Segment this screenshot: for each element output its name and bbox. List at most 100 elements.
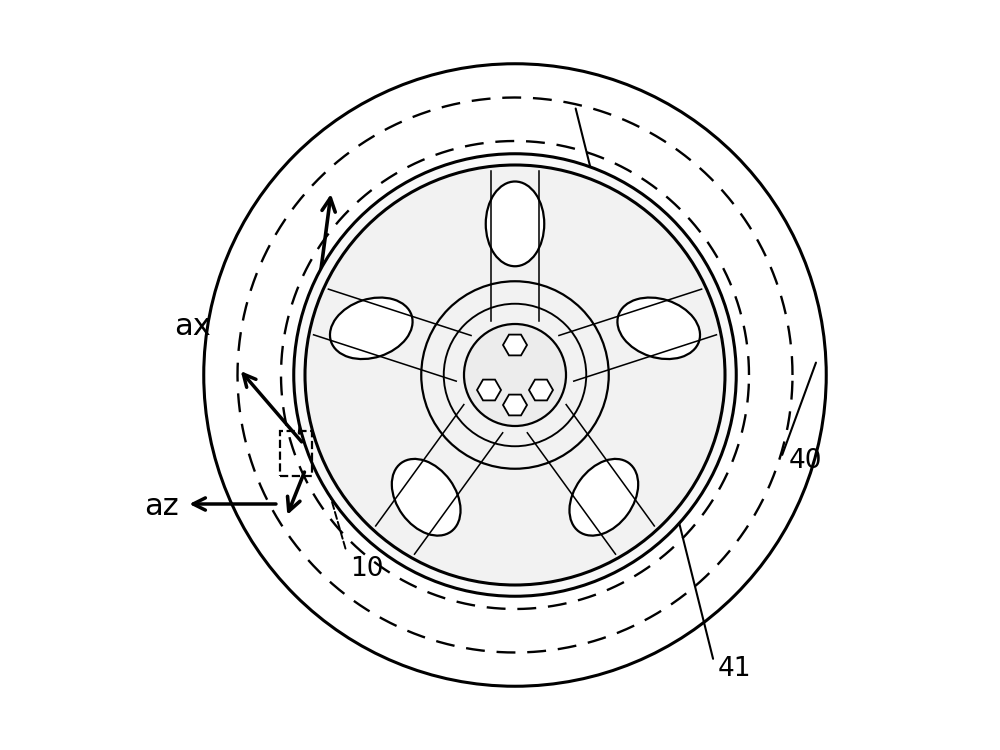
Point — [440, 583, 456, 595]
Point — [255, 204, 271, 216]
Point — [772, 402, 788, 414]
Point — [218, 422, 234, 434]
Point — [666, 182, 682, 194]
Point — [261, 474, 277, 486]
Point — [782, 348, 798, 360]
Point — [705, 558, 721, 570]
Point — [801, 451, 817, 463]
Point — [737, 188, 753, 200]
Point — [722, 200, 738, 212]
Point — [740, 359, 756, 371]
Point — [251, 348, 267, 360]
Point — [577, 581, 593, 593]
Point — [478, 666, 494, 678]
Point — [604, 133, 620, 145]
Point — [493, 632, 509, 644]
Point — [733, 547, 749, 559]
Point — [342, 118, 358, 130]
Point — [352, 635, 368, 647]
Point — [655, 585, 671, 597]
Point — [408, 623, 424, 635]
Point — [282, 392, 298, 404]
Point — [707, 514, 723, 526]
Point — [241, 249, 257, 261]
Point — [639, 102, 655, 114]
Point — [502, 100, 518, 112]
Point — [721, 452, 737, 464]
Point — [286, 280, 302, 292]
Point — [263, 405, 279, 417]
Point — [289, 181, 305, 193]
Point — [767, 362, 783, 374]
Point — [426, 118, 442, 130]
Point — [666, 160, 682, 172]
Point — [338, 531, 354, 543]
Point — [755, 380, 771, 392]
Point — [628, 116, 644, 128]
Point — [604, 148, 620, 160]
Point — [753, 510, 769, 522]
Point — [613, 105, 629, 117]
Point — [729, 417, 745, 429]
Point — [573, 94, 589, 106]
Point — [278, 268, 294, 280]
Point — [288, 251, 304, 262]
Point — [593, 597, 609, 609]
Point — [468, 109, 484, 121]
Point — [479, 85, 495, 97]
Point — [493, 658, 509, 670]
Point — [777, 334, 793, 346]
Point — [333, 211, 349, 223]
Point — [369, 148, 385, 160]
Point — [334, 584, 350, 596]
Point — [764, 274, 780, 286]
Point — [690, 509, 706, 521]
Point — [303, 519, 319, 531]
Point — [619, 606, 635, 618]
Point — [741, 223, 757, 235]
Point — [532, 664, 548, 676]
Point — [447, 670, 463, 682]
Point — [267, 206, 283, 218]
Point — [711, 594, 727, 606]
Point — [219, 375, 235, 387]
Point — [707, 487, 723, 499]
Point — [573, 128, 589, 140]
Point — [803, 446, 819, 458]
Point — [579, 623, 595, 635]
Point — [687, 201, 703, 213]
Point — [687, 538, 703, 550]
Point — [300, 514, 316, 526]
Point — [431, 640, 447, 652]
Point — [283, 491, 299, 503]
Point — [337, 162, 353, 174]
Point — [279, 441, 295, 453]
Point — [288, 176, 304, 188]
Point — [429, 141, 445, 153]
Point — [621, 168, 637, 180]
Point — [760, 406, 776, 418]
Point — [663, 166, 679, 178]
Point — [319, 596, 335, 608]
Point — [312, 130, 328, 142]
Point — [729, 528, 745, 540]
Point — [408, 121, 424, 133]
Point — [770, 484, 786, 496]
Point — [720, 442, 736, 454]
Point — [747, 194, 763, 206]
Point — [358, 187, 374, 199]
Point — [607, 104, 623, 116]
Point — [758, 439, 774, 451]
Point — [265, 515, 281, 527]
Point — [243, 258, 259, 270]
Point — [409, 633, 425, 645]
Point — [770, 451, 786, 463]
Point — [635, 176, 651, 188]
Point — [386, 604, 402, 616]
Point — [290, 245, 306, 257]
Point — [727, 561, 743, 573]
Point — [800, 417, 816, 429]
Point — [620, 634, 636, 646]
Point — [391, 104, 407, 116]
Point — [680, 556, 696, 568]
